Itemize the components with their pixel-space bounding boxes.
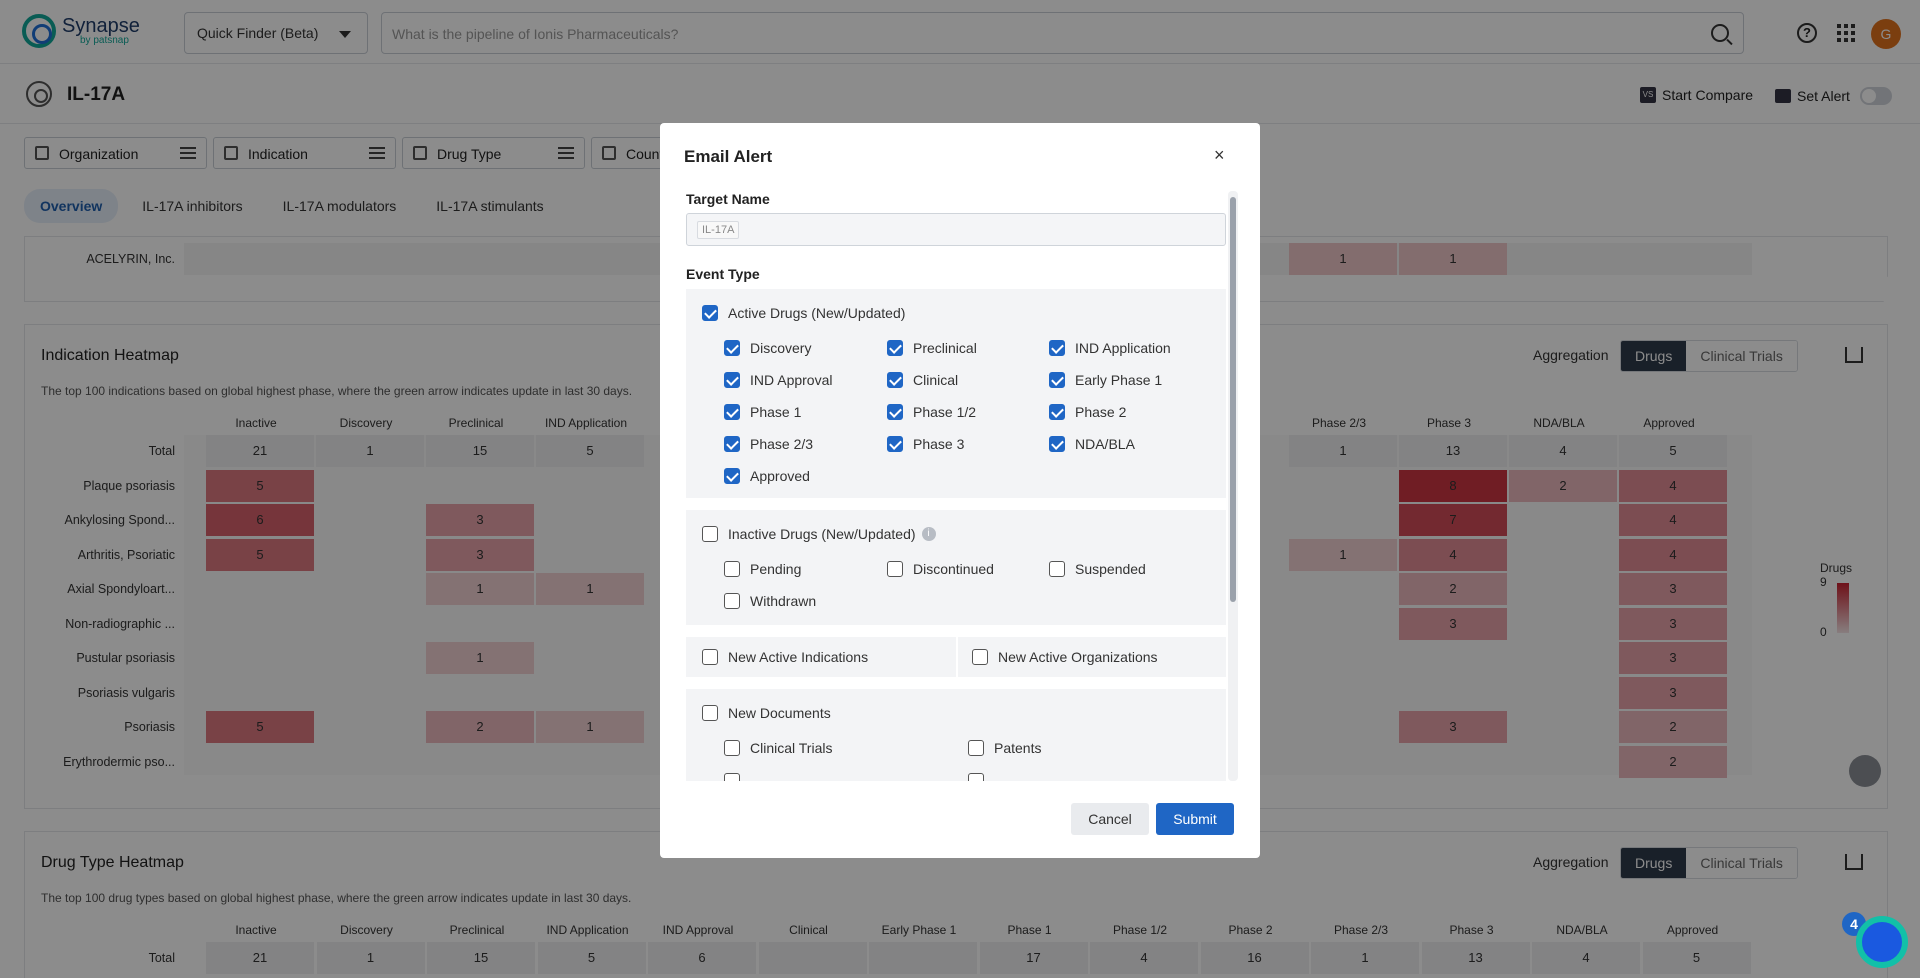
new-documents-checkbox[interactable]: New Documents [702,705,831,721]
new-organizations-section: New Active Organizations [958,637,1226,677]
more-checkbox[interactable] [724,773,750,781]
clinical-trials-checkbox[interactable]: Clinical Trials [724,740,832,756]
email-alert-dialog: Email Alert × Target Name IL-17A Event T… [660,123,1260,858]
target-name-tag: IL-17A [697,221,739,239]
active-drug-checkbox[interactable]: Phase 1 [724,404,801,420]
close-icon[interactable]: × [1214,145,1225,166]
active-drugs-section: Active Drugs (New/Updated) Discovery Prec… [686,289,1226,498]
scrollbar-thumb[interactable] [1230,197,1236,602]
dialog-title: Email Alert [684,147,772,167]
new-indications-checkbox[interactable]: New Active Indications [702,649,868,665]
active-drug-checkbox[interactable]: Phase 2 [1049,404,1126,420]
active-drug-checkbox[interactable]: Early Phase 1 [1049,372,1162,388]
assistant-launcher-icon[interactable] [1856,916,1908,968]
dialog-body: Target Name IL-17A Event Type Active Dru… [686,191,1236,781]
active-drug-checkbox[interactable]: NDA/BLA [1049,436,1135,452]
submit-button[interactable]: Submit [1156,803,1234,835]
inactive-drug-checkbox[interactable]: Pending [724,561,801,577]
inactive-drugs-checkbox[interactable]: Inactive Drugs (New/Updated)i [702,526,936,542]
active-drug-checkbox[interactable]: Clinical [887,372,958,388]
target-name-field: IL-17A [686,213,1226,246]
active-drug-checkbox[interactable]: Discovery [724,340,811,356]
active-drug-checkbox[interactable]: IND Approval [724,372,832,388]
active-drug-checkbox[interactable]: Phase 2/3 [724,436,813,452]
target-name-label: Target Name [686,191,770,207]
inactive-drug-checkbox[interactable]: Discontinued [887,561,994,577]
active-drug-checkbox[interactable]: Phase 1/2 [887,404,976,420]
inactive-drug-checkbox[interactable]: Withdrawn [724,593,816,609]
new-documents-section: New Documents Clinical Trials Patents [686,689,1226,781]
patents-checkbox[interactable]: Patents [968,740,1041,756]
active-drug-checkbox[interactable]: IND Application [1049,340,1171,356]
inactive-drug-checkbox[interactable]: Suspended [1049,561,1146,577]
more-checkbox[interactable] [968,773,994,781]
inactive-drugs-section: Inactive Drugs (New/Updated)i Pending Dis… [686,510,1226,625]
new-organizations-checkbox[interactable]: New Active Organizations [972,649,1158,665]
new-indications-section: New Active Indications [686,637,956,677]
event-type-label: Event Type [686,266,760,282]
cancel-button[interactable]: Cancel [1071,803,1149,835]
dialog-scrollbar[interactable] [1228,191,1238,781]
active-drug-checkbox[interactable]: Approved [724,468,810,484]
active-drugs-checkbox[interactable]: Active Drugs (New/Updated) [702,305,905,321]
active-drug-checkbox[interactable]: Phase 3 [887,436,964,452]
info-icon[interactable]: i [922,527,936,541]
active-drug-checkbox[interactable]: Preclinical [887,340,977,356]
